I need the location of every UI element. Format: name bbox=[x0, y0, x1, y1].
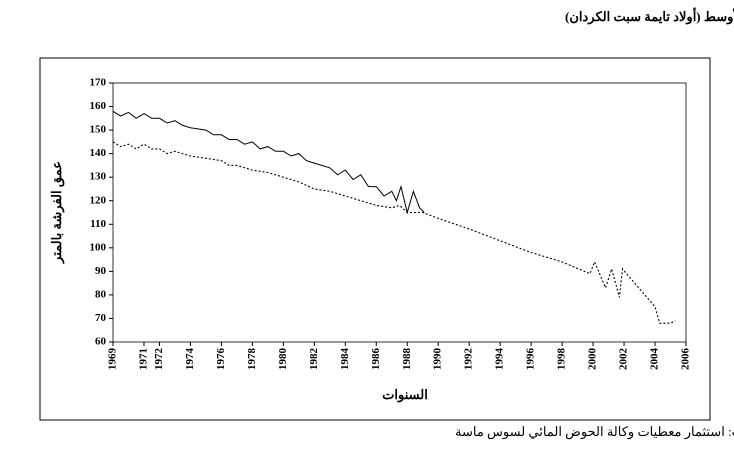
y-tick-label: 110 bbox=[90, 218, 106, 230]
x-tick-label: 2004 bbox=[649, 348, 661, 371]
chart-frame bbox=[39, 57, 711, 421]
x-tick-label: 2002 bbox=[618, 348, 630, 371]
x-tick-label: 1982 bbox=[308, 348, 320, 371]
x-tick-label: 1988 bbox=[401, 348, 413, 371]
x-tick-label: 1996 bbox=[525, 348, 537, 371]
source-note: مصدر المعطيات: استثمار معطيات وكالة الحو… bbox=[455, 424, 734, 440]
x-tick-label: 1974 bbox=[184, 348, 196, 371]
x-tick-label: 1980 bbox=[277, 348, 289, 371]
x-tick-label: 1986 bbox=[370, 348, 382, 371]
y-tick-label: 90 bbox=[95, 265, 107, 277]
y-tick-label: 120 bbox=[90, 194, 107, 206]
x-tick-label: 1978 bbox=[246, 348, 258, 371]
y-tick-label: 60 bbox=[95, 336, 107, 348]
chart-title: الشكل رقم 4: تطور مستوى ضخ مياه فرشة سوس… bbox=[565, 8, 734, 25]
y-tick-label: 150 bbox=[90, 124, 107, 136]
y-tick-label: 130 bbox=[90, 171, 107, 183]
x-tick-label: 1998 bbox=[556, 348, 568, 371]
x-tick-label: 1990 bbox=[432, 348, 444, 371]
x-tick-label: 1994 bbox=[494, 348, 506, 371]
x-tick-label: 1969 bbox=[107, 348, 119, 371]
data-line bbox=[112, 110, 425, 215]
y-axis-label: عمق الفرشة بالمتر bbox=[49, 161, 65, 264]
x-tick-label: 1971 bbox=[138, 348, 150, 370]
y-tick-label: 140 bbox=[90, 147, 107, 159]
x-tick-label: 1992 bbox=[463, 348, 475, 371]
y-tick-label: 80 bbox=[95, 288, 107, 300]
data-line bbox=[112, 141, 676, 324]
y-tick-label: 160 bbox=[90, 100, 107, 112]
x-tick-label: 2000 bbox=[587, 348, 599, 371]
x-tick-label: 2006 bbox=[680, 348, 692, 371]
plot-area bbox=[112, 82, 687, 343]
y-tick-label: 170 bbox=[90, 77, 107, 89]
y-tick-label: 100 bbox=[90, 241, 107, 253]
x-tick-label: 1976 bbox=[215, 348, 227, 371]
y-tick-label: 70 bbox=[95, 312, 107, 324]
x-tick-label: 1972 bbox=[153, 348, 165, 371]
x-tick-label: 1984 bbox=[339, 348, 351, 371]
x-axis-label: السنوات bbox=[382, 387, 428, 403]
